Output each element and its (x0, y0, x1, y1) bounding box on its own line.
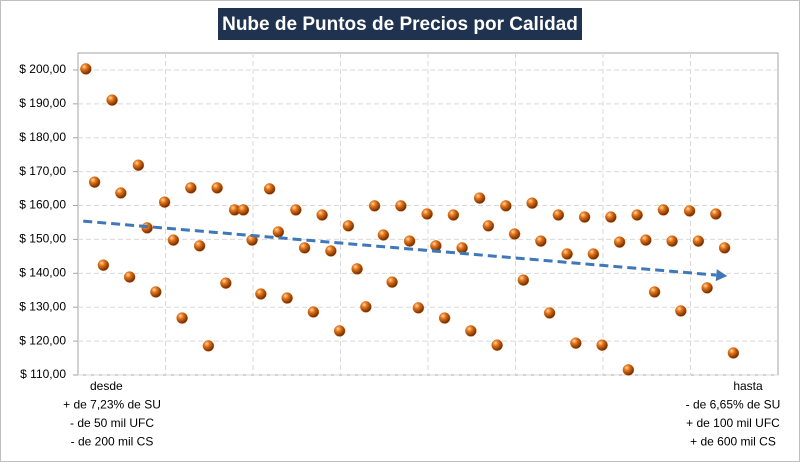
point (403, 235, 416, 247)
point (298, 242, 311, 254)
point (666, 235, 678, 247)
point (185, 182, 197, 194)
point (605, 211, 617, 223)
y-tick-label: $ 110,00 (20, 367, 66, 381)
point (150, 286, 162, 298)
point (263, 183, 276, 195)
point (675, 305, 687, 317)
point (552, 209, 565, 221)
point (438, 312, 451, 324)
y-tick-label: $ 140,00 (19, 265, 66, 279)
point (701, 282, 713, 294)
title-box (218, 8, 582, 40)
point (132, 159, 145, 171)
point (333, 325, 346, 337)
annotation-line: - de 6,65% de SU (686, 398, 781, 412)
point (482, 220, 495, 232)
point (640, 234, 652, 246)
point (622, 364, 635, 376)
y-tick-label: $ 150,00 (19, 232, 66, 246)
point (176, 312, 188, 324)
point (123, 271, 136, 283)
point (596, 339, 608, 351)
point (167, 234, 180, 246)
point (500, 200, 512, 212)
trend-arrowhead (715, 269, 728, 282)
point (202, 340, 215, 352)
point (508, 228, 521, 240)
point (570, 337, 582, 349)
point (456, 242, 468, 254)
annotation-line: + de 600 mil CS (690, 435, 776, 449)
point (88, 176, 101, 188)
annotation-line: - de 50 mil UFC (70, 416, 154, 430)
point (316, 209, 328, 221)
point (386, 276, 398, 288)
point (290, 204, 302, 216)
annotation-line: - de 200 mil CS (71, 435, 154, 449)
y-tick-label: $ 130,00 (19, 299, 66, 313)
point (97, 259, 110, 271)
point (683, 205, 696, 217)
point (517, 274, 530, 286)
point (561, 248, 573, 260)
point (307, 306, 320, 318)
point (360, 301, 372, 313)
point (255, 288, 267, 300)
point (412, 302, 425, 314)
point (351, 263, 363, 275)
chart-title: Nube de Puntos de Precios por Calidad (222, 14, 578, 35)
point (543, 307, 556, 319)
point (535, 235, 547, 247)
point (325, 245, 337, 257)
annotation-line: + de 100 mil UFC (686, 416, 780, 430)
point (587, 248, 600, 260)
point (718, 242, 731, 254)
point (727, 347, 740, 359)
y-tick-label: $ 170,00 (19, 164, 66, 178)
annotation-line: hasta (733, 379, 763, 393)
point (237, 204, 250, 216)
point (578, 211, 591, 223)
y-tick-label: $ 180,00 (19, 130, 66, 144)
trend-line (83, 219, 717, 277)
point (657, 204, 670, 216)
point (491, 339, 503, 351)
point (115, 187, 127, 199)
point (631, 209, 643, 221)
point (421, 208, 433, 220)
point (377, 229, 390, 241)
point (465, 325, 477, 337)
annotation-line: desde (90, 379, 123, 393)
point (526, 197, 538, 209)
point (211, 182, 223, 194)
point (193, 240, 206, 252)
point (447, 209, 460, 221)
y-tick-label: $ 120,00 (19, 333, 66, 347)
y-tick-label: $ 190,00 (19, 96, 66, 110)
point (106, 94, 118, 106)
point (158, 196, 171, 208)
y-tick-label: $ 200,00 (19, 62, 66, 76)
point (80, 63, 92, 75)
annotation-line: + de 7,23% de SU (63, 398, 161, 412)
point (272, 226, 285, 238)
point (710, 208, 722, 220)
point (395, 200, 407, 212)
point (220, 277, 232, 289)
point (613, 236, 626, 248)
y-tick-label: $ 160,00 (19, 198, 66, 212)
point (368, 200, 381, 212)
point (648, 286, 661, 298)
point (473, 192, 486, 204)
point (281, 292, 293, 304)
point (342, 220, 355, 232)
point (692, 235, 705, 247)
